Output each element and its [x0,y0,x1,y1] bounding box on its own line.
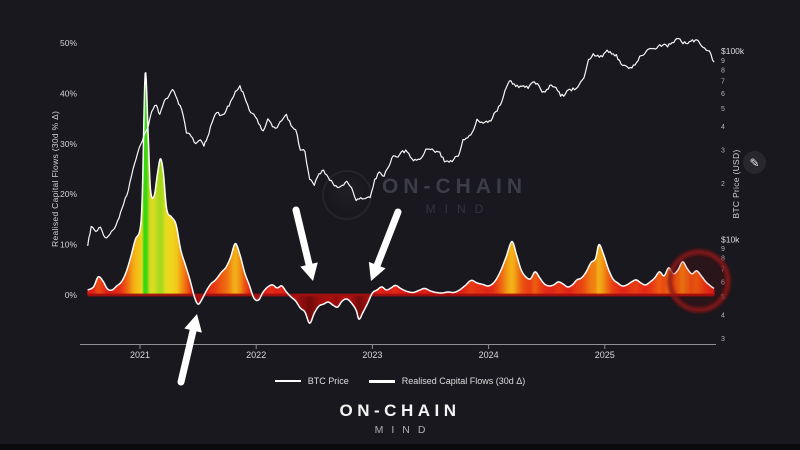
x-axis: 2021 2022 2023 2024 2025 [80,344,716,360]
legend-item-realised-flows: Realised Capital Flows (30d Δ) [368,376,526,386]
down-arrow-late-2022-dip-shaft [373,208,402,269]
x-tick-label: 2025 [595,350,615,360]
x-tick-label: 2023 [362,350,382,360]
realised-flows-line-swatch [368,379,395,383]
left-axis-ticks: 0% 10% 20% 30% 40% 50% [60,38,77,300]
down-arrow-mid-2022-dip-head [300,262,318,281]
left-tick-label: 0% [65,290,78,300]
right-tick-label: 5 [721,106,725,113]
brand-sub: MIND [374,424,434,436]
x-tick-label: 2022 [246,350,266,360]
right-tick-label: 9 [721,246,725,253]
btc-price-line [87,37,715,247]
flows-area [87,72,715,325]
right-tick-label: 3 [721,148,725,155]
brand-footer: ON-CHAIN MIND [0,401,800,436]
flows-zero-baseline [87,293,715,297]
left-tick-label: 50% [60,38,77,48]
flows-edge-line [87,72,715,324]
left-tick-label: 20% [60,189,77,199]
right-tick-label: 4 [721,124,725,131]
edit-chart-button[interactable]: ✎ [743,151,766,174]
legend-item-btc-price: BTC Price [274,376,349,386]
down-arrow-late-2022-dip-head [368,261,386,281]
x-tick-label: 2024 [479,350,499,360]
right-tick-label: 2 [721,181,725,188]
highlight-circle-2025-flows [667,249,731,313]
right-tick-label: 8 [721,67,725,74]
chart-legend: BTC Price Realised Capital Flows (30d Δ) [0,376,800,386]
down-arrow-mid-2022-dip-shaft [292,206,313,268]
up-arrow-2021-dip-head [184,314,202,333]
letterbox-bar [0,444,800,450]
legend-label: BTC Price [307,376,349,386]
left-tick-label: 40% [60,88,77,98]
right-tick-label: 3 [721,336,725,343]
left-tick-label: 10% [60,240,77,250]
right-tick-label: $10k [721,235,740,245]
left-tick-label: 30% [60,139,77,149]
right-tick-label: 6 [721,91,725,98]
brand-name: ON-CHAIN [339,401,461,420]
up-arrow-2021-dip-shaft [177,327,197,386]
pencil-icon: ✎ [749,155,760,170]
btc-price-line-swatch [274,380,301,382]
right-tick-label: 7 [721,78,725,85]
x-tick-label: 2021 [130,350,150,360]
annotations [177,206,731,386]
right-tick-label: 8 [721,256,725,263]
legend-label: Realised Capital Flows (30d Δ) [401,376,526,386]
right-tick-label: $100k [721,46,745,56]
right-tick-label: 4 [721,312,725,319]
right-tick-label: 9 [721,58,725,65]
